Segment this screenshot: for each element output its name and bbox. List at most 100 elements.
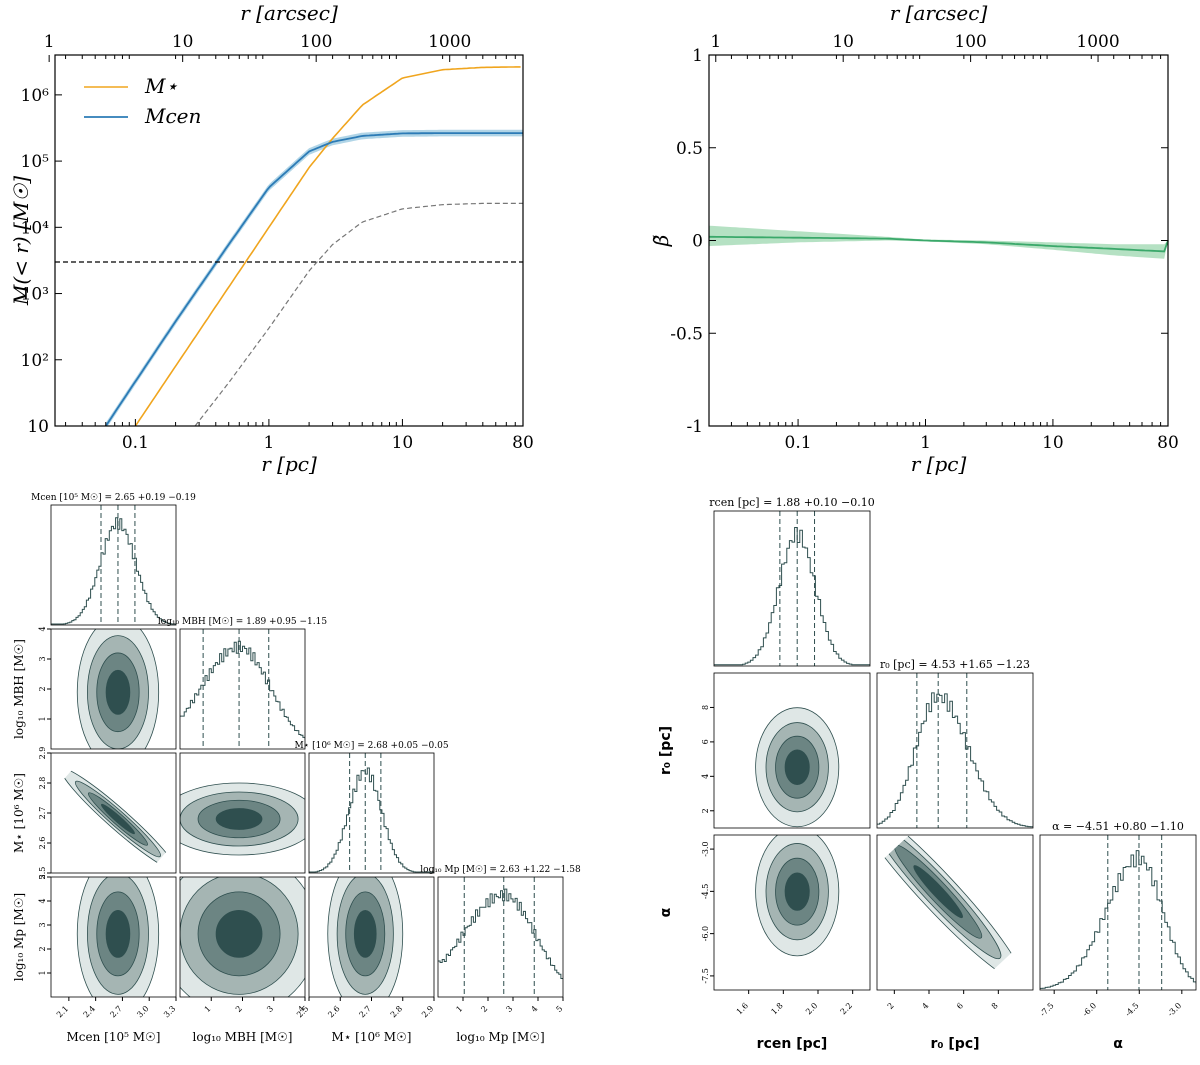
y-axis-label: β̃	[649, 235, 673, 248]
corner-cell: rcen [pc] = 1.88 +0.10 −0.10	[709, 496, 875, 667]
x-tick-label: 1.8	[769, 1001, 784, 1016]
y-axis-label: log₁₀ Mp [M☉]	[12, 893, 26, 981]
y-tick-label: 0.5	[676, 139, 703, 159]
beta-line	[709, 235, 1169, 253]
top-tick-label: 100	[954, 32, 986, 52]
y-tick-label: -7.5	[701, 968, 710, 983]
y-tick-label: 6	[701, 739, 710, 744]
histogram-title: log₁₀ Mp [M☉] = 2.63 +1.22 −1.58	[420, 865, 581, 875]
corner-cell: 1 2 3 4 log₁₀ MBH [M☉]	[179, 876, 306, 1044]
x-tick-label: 10	[392, 433, 414, 453]
y-axis-label: M(< r) [M☉]	[9, 176, 33, 306]
y-tick-label: 10⁴	[21, 218, 50, 238]
x-axis-label: log₁₀ MBH [M☉]	[193, 1030, 293, 1044]
top-tick-label: 1	[44, 32, 55, 52]
histogram-title: r₀ [pc] = 4.53 +1.65 −1.23	[880, 658, 1030, 671]
cell-frame	[713, 510, 871, 667]
y-tick-label: 3	[38, 922, 47, 927]
corner_right-panel: rcen [pc] = 1.88 +0.10 −0.10 2 4 6 8 r₀ [pc] r…	[658, 496, 1197, 1052]
y-tick-label: 2.5	[38, 867, 47, 880]
y-axis-label: r₀ [pc]	[658, 726, 674, 775]
histogram-step	[309, 767, 434, 873]
y-tick-label: -4.5	[701, 884, 710, 899]
cell-frame	[50, 504, 177, 626]
y-tick-label: 10	[27, 417, 49, 437]
y-tick-label: -1	[686, 417, 703, 437]
y-tick-label: 5	[38, 874, 47, 879]
legend-mstar-label: M⋆	[144, 74, 178, 98]
contour-level	[105, 909, 131, 958]
corner-cell	[179, 752, 306, 874]
top-tick-label: 10	[172, 32, 194, 52]
cell-frame	[876, 834, 1034, 991]
histogram-title: rcen [pc] = 1.88 +0.10 −0.10	[709, 496, 874, 509]
x-axis-label: log₁₀ Mp [M☉]	[456, 1030, 544, 1044]
y-tick-label: 2	[38, 686, 47, 691]
x-axis-label: α	[1113, 1036, 1123, 1052]
corner_left-panel: Mcen [10⁵ M☉] = 2.65 +0.19 −0.191234log₁…	[12, 493, 581, 1044]
beta-band	[709, 225, 1168, 259]
x-tick-label: 8	[990, 1001, 1000, 1011]
x-axis-label: M⋆ [10⁶ M☉]	[332, 1030, 412, 1044]
y-tick-label: 8	[701, 705, 710, 710]
y-axis-label: log₁₀ MBH [M☉]	[12, 639, 26, 739]
y-tick-label: 0	[692, 232, 703, 252]
x-tick-label: 4	[296, 1004, 306, 1014]
histogram-step	[877, 692, 1033, 828]
histogram-step	[180, 640, 305, 740]
x-tick-label: -3.0	[1166, 1001, 1183, 1018]
y-axis-label: M⋆ [10⁶ M☉]	[12, 773, 26, 853]
histogram-step	[714, 527, 870, 666]
anisotropy-panel: 0.1 1 10 80 1 10 100 1000 1 0.5 0 -0.5 -1 r [pc] r [ar…	[649, 1, 1179, 476]
x-axis-label: r₀ [pc]	[930, 1036, 979, 1052]
x-tick-label: 6	[955, 1001, 965, 1011]
x-axis-label: rcen [pc]	[757, 1036, 828, 1052]
y-tick-label: 2.6	[38, 837, 47, 850]
x-tick-label: 3	[504, 1004, 514, 1014]
y-tick-label: 1	[38, 970, 47, 975]
x-tick-label: 2.9	[420, 1004, 435, 1019]
x-tick-label: 1	[263, 433, 274, 453]
top-axis-label: r [arcsec]	[240, 1, 338, 25]
corner-cell: r₀ [pc] = 4.53 +1.65 −1.23	[876, 658, 1034, 829]
corner-cell: 1.6 1.8 2.0 2.2 rcen [pc] -7.5 -6.0 -4.5 -3.0 α	[658, 834, 871, 1052]
corner-cell: Mcen [10⁵ M☉] = 2.65 +0.19 −0.19	[31, 493, 196, 626]
top-tick-label: 100	[300, 32, 332, 52]
x-tick-label: 10	[1042, 433, 1064, 453]
x-tick-label: -7.5	[1038, 1001, 1055, 1018]
x-tick-label: 1	[454, 1004, 464, 1014]
x-tick-label: 80	[512, 433, 534, 453]
y-tick-label: 1	[692, 46, 703, 66]
contour-level	[913, 865, 963, 919]
cell-frame	[713, 672, 871, 829]
x-axis-label: r [pc]	[261, 452, 317, 476]
top-tick-label: 1000	[428, 32, 471, 52]
x-tick-label: 5	[554, 1004, 564, 1014]
y-tick-label: 2	[701, 808, 710, 813]
cell-frame	[179, 628, 306, 750]
cell-frame	[713, 834, 871, 991]
x-tick-label: 2.0	[804, 1001, 819, 1016]
x-tick-label: 2	[479, 1004, 489, 1014]
x-tick-label: 1	[203, 1004, 213, 1014]
y-tick-label: -3.0	[701, 841, 710, 856]
x-tick-label: 1	[920, 433, 931, 453]
cell-frame	[308, 752, 435, 874]
corner-cell: M⋆ [10⁶ M☉] = 2.68 +0.05 −0.05	[294, 741, 449, 874]
cell-frame	[179, 752, 306, 874]
contour-level	[105, 669, 131, 715]
y-tick-label: 2.8	[38, 777, 47, 790]
y-tick-label: 4	[701, 774, 710, 779]
contour-level	[100, 803, 135, 835]
x-tick-label: 2.2	[839, 1001, 854, 1016]
contour-level	[784, 749, 810, 785]
histogram-step	[1040, 850, 1196, 989]
y-tick-label: -0.5	[670, 324, 703, 344]
top-axis-label: r [arcsec]	[890, 1, 988, 25]
cell-frame	[1039, 834, 1197, 991]
mass-frame	[54, 54, 524, 427]
corner-cell: 1 2 3 4 log₁₀ MBH [M☉]	[12, 626, 177, 750]
